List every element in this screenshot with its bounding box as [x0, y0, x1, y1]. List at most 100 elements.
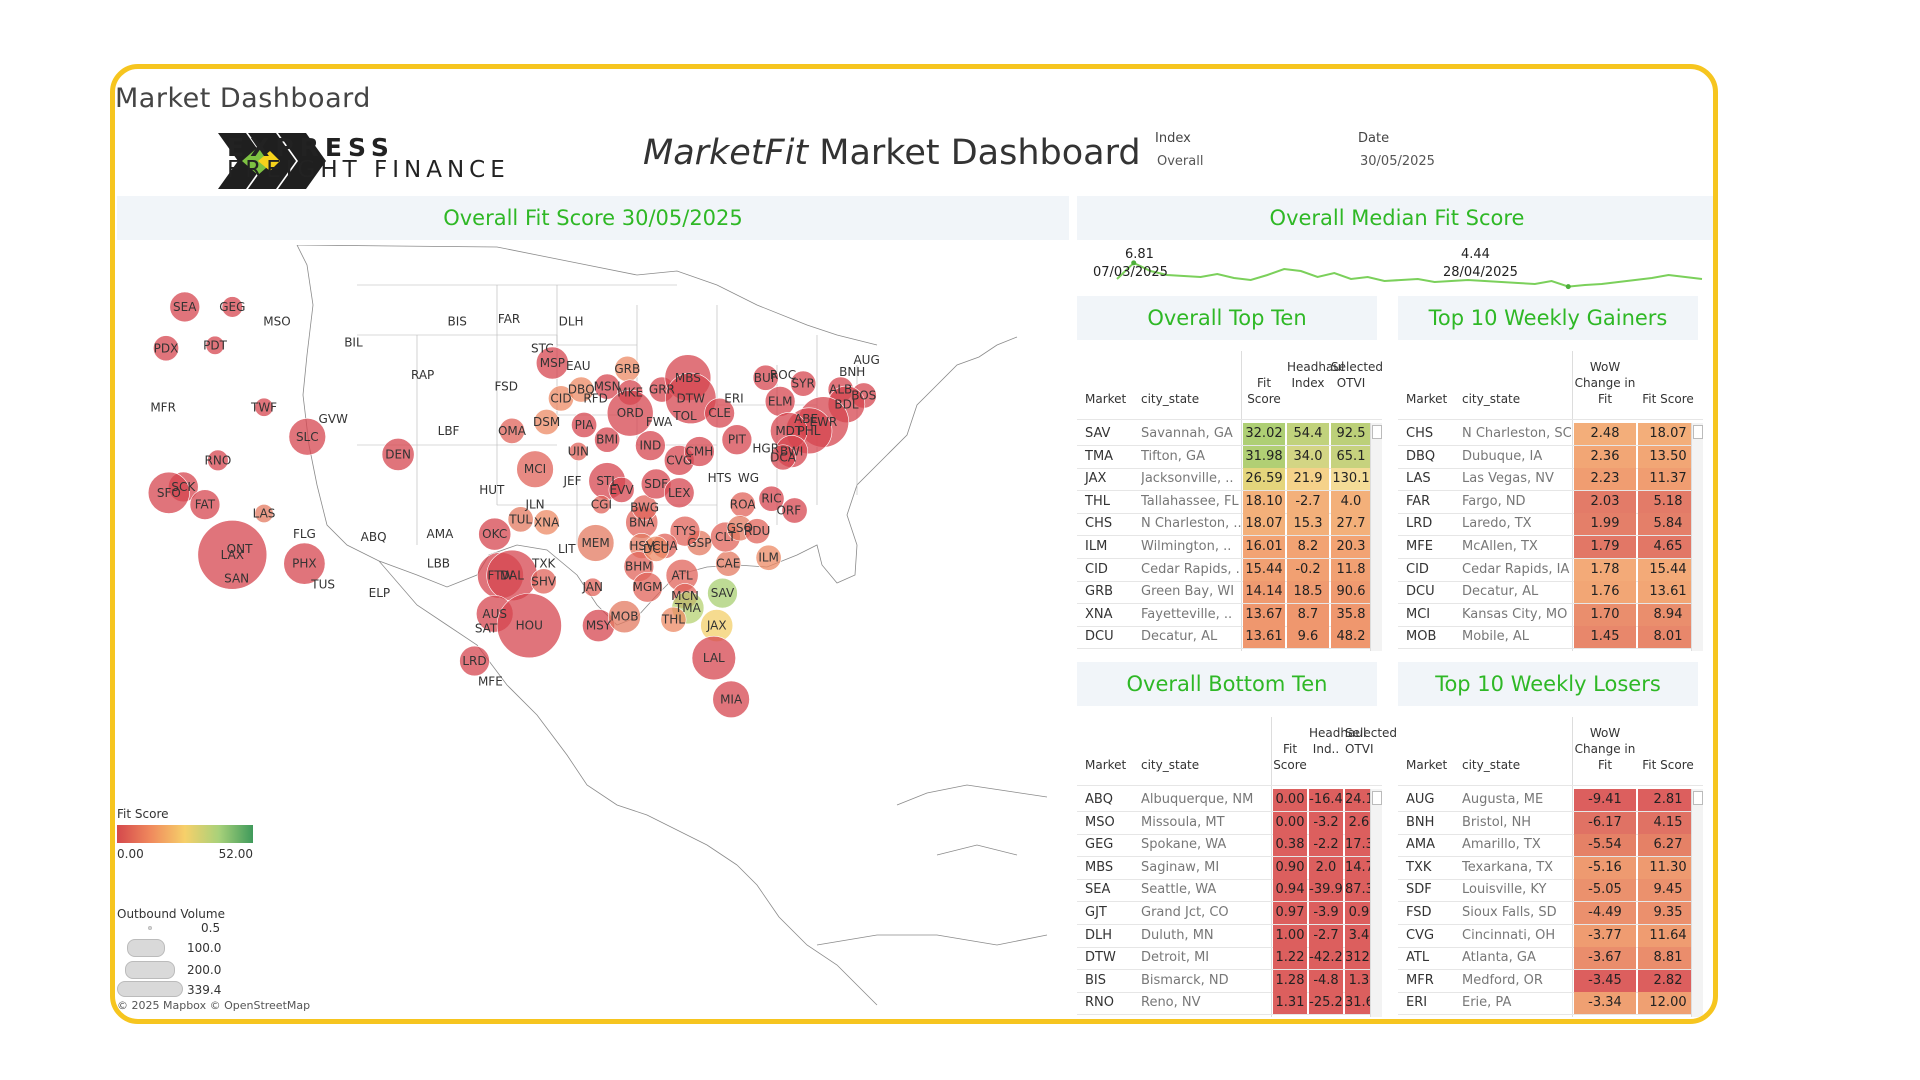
map-attribution[interactable]: © 2025 Mapbox © OpenStreetMap	[117, 999, 311, 1012]
market-bubble-uin[interactable]	[568, 442, 588, 462]
market-bubble-phx[interactable]	[283, 542, 326, 585]
table-row[interactable]: CID Cedar Rapids, .. 15.44 -0.2 11.8	[1077, 558, 1382, 582]
market-bubble-hou[interactable]	[496, 593, 562, 659]
market-bubble-pit[interactable]	[721, 424, 753, 455]
table-row[interactable]: MSO Missoula, MT 0.00 -3.2 2.6	[1077, 811, 1382, 835]
map-canvas[interactable]: SEA GEG MSO PDX PDT BIL BIS FAR DLH MFR TWF GVW RAP F…	[117, 245, 1069, 1017]
column-header[interactable]: city_state	[1462, 758, 1521, 772]
index-filter-value[interactable]: Overall	[1157, 154, 1204, 169]
table-row[interactable]: GEG Spokane, WA 0.38 -2.2 17.3	[1077, 834, 1382, 858]
market-bubble-rno[interactable]	[207, 449, 229, 472]
market-bubble-thl[interactable]	[660, 606, 687, 633]
column-header[interactable]: city_state	[1141, 392, 1200, 406]
column-header[interactable]: WoW Change in Fit	[1574, 360, 1636, 406]
table-row[interactable]: CVG Cincinnati, OH -3.77 11.64	[1398, 924, 1703, 948]
table-row[interactable]: AMA Amarillo, TX -5.54 6.27	[1398, 834, 1703, 858]
table-row[interactable]: GJT Grand Jct, CO 0.97 -3.9 0.9	[1077, 902, 1382, 925]
table-row[interactable]: GRB Green Bay, WI 14.14 18.5 90.6	[1077, 581, 1382, 605]
bottom-ten-table[interactable]: Market city_state Fit Score Headhaul Ind.. S…	[1077, 717, 1398, 1017]
market-bubble-den[interactable]	[381, 438, 415, 471]
table-row[interactable]: JAX Jacksonville, .. 26.59 21.9 130.1	[1077, 468, 1382, 492]
table-row[interactable]: MBS Saginaw, MI 0.90 2.0 14.7	[1077, 856, 1382, 880]
column-header[interactable]: Fit Score	[1247, 376, 1281, 406]
column-header[interactable]: Selected OTVI	[1345, 726, 1398, 756]
market-bubble-ind[interactable]	[635, 430, 666, 461]
scrollbar-thumb[interactable]	[1693, 425, 1703, 439]
market-bubble-dca[interactable]	[770, 444, 796, 471]
column-header[interactable]: Headhaul Ind..	[1309, 726, 1367, 756]
market-bubble-syr[interactable]	[790, 370, 817, 397]
market-bubble-msp[interactable]	[535, 346, 569, 380]
table-row[interactable]: TMA Tifton, GA 31.98 34.0 65.1	[1077, 445, 1382, 469]
table-row[interactable]: BIS Bismarck, ND 1.28 -4.8 1.3	[1077, 969, 1382, 993]
market-bubble-mci[interactable]	[516, 450, 554, 488]
date-filter[interactable]: Date 30/05/2025	[1358, 131, 1435, 169]
table-row[interactable]: BNH Bristol, NH -6.17 4.15	[1398, 811, 1703, 835]
column-header[interactable]: Fit Score	[1273, 742, 1307, 772]
market-bubble-slc[interactable]	[288, 418, 326, 456]
column-header[interactable]: Market	[1085, 392, 1127, 406]
table-row[interactable]: MFE McAllen, TX 1.79 4.65	[1398, 536, 1703, 559]
trend-start-marker[interactable]	[1131, 260, 1137, 266]
market-bubble-dbq[interactable]	[568, 376, 595, 403]
market-bubble-sea[interactable]	[169, 291, 201, 323]
table-row[interactable]: DCU Decatur, AL 1.76 13.61	[1398, 581, 1703, 605]
market-bubble-ric[interactable]	[758, 485, 785, 512]
table-row[interactable]: ATL Atlanta, GA -3.67 8.81	[1398, 947, 1703, 971]
market-bubble-mem[interactable]	[576, 524, 615, 562]
market-bubble-rdu[interactable]	[744, 518, 771, 545]
market-bubble-sfo[interactable]	[147, 471, 190, 514]
market-bubble-orf2[interactable]	[781, 497, 808, 524]
market-bubble-jan[interactable]	[583, 577, 603, 597]
table-row[interactable]: LAS Las Vegas, NV 2.23 11.37	[1398, 468, 1703, 492]
column-header[interactable]: Fit Score	[1642, 758, 1694, 772]
scrollbar-thumb[interactable]	[1372, 791, 1382, 805]
market-bubble-buf[interactable]	[752, 364, 779, 391]
market-bubble-las[interactable]	[254, 503, 274, 523]
market-bubble-ilm[interactable]	[755, 544, 782, 571]
table-row[interactable]: DTW Detroit, MI 1.22 -42.2 312.0	[1077, 947, 1382, 971]
table-row[interactable]: MOB Mobile, AL 1.45 8.01	[1398, 626, 1703, 650]
column-header[interactable]: city_state	[1141, 758, 1200, 772]
column-header[interactable]: Fit Score	[1642, 392, 1694, 406]
table-row[interactable]: RNO Reno, NV 1.31 -25.2 31.6	[1077, 992, 1382, 1016]
median-trend-line[interactable]	[1116, 261, 1703, 288]
market-bubble-lrd[interactable]	[459, 645, 490, 677]
market-bubble-dcu[interactable]	[643, 535, 670, 562]
index-filter[interactable]: Index Overall	[1155, 131, 1203, 169]
table-row[interactable]: FSD Sioux Falls, SD -4.49 9.35	[1398, 902, 1703, 925]
market-bubble-bmi[interactable]	[594, 426, 621, 453]
market-bubble-tys[interactable]	[669, 515, 701, 547]
market-bubble-cgi[interactable]	[591, 495, 611, 515]
scrollbar-thumb[interactable]	[1372, 425, 1382, 439]
median-trend-chart[interactable]	[1077, 239, 1717, 299]
market-bubble-tul[interactable]	[507, 506, 534, 533]
market-bubble-pdx[interactable]	[153, 335, 179, 362]
column-header[interactable]: Market	[1406, 758, 1448, 772]
table-row[interactable]: CHS N Charleston, .. 18.07 15.3 27.7	[1077, 513, 1382, 537]
column-header[interactable]: Selected OTVI	[1331, 360, 1384, 390]
table-row[interactable]: LRD Laredo, TX 1.99 5.84	[1398, 513, 1703, 537]
table-row[interactable]: AUG Augusta, ME -9.41 2.81	[1398, 789, 1703, 812]
table-row[interactable]: MFR Medford, OR -3.45 2.82	[1398, 969, 1703, 993]
top-ten-table[interactable]: Market city_state Fit Score Headhaul Index S…	[1077, 351, 1384, 651]
column-header[interactable]: Market	[1085, 758, 1127, 772]
market-bubble-sav[interactable]	[707, 577, 738, 609]
losers-table[interactable]: Market city_state WoW Change in Fit Fit Sco…	[1398, 717, 1703, 1017]
table-row[interactable]: DLH Duluth, MN 1.00 -2.7 3.4	[1077, 924, 1382, 948]
table-row[interactable]: CHS N Charleston, SC 2.48 18.07	[1398, 423, 1703, 446]
market-bubble-mgm[interactable]	[632, 571, 663, 603]
market-bubble-ord[interactable]	[606, 389, 654, 437]
market-bubble-pdt[interactable]	[205, 335, 225, 355]
table-scrollbar[interactable]	[1691, 789, 1703, 1017]
market-bubble-xna[interactable]	[533, 509, 560, 536]
column-header[interactable]: WoW Change in Fit	[1574, 726, 1636, 772]
market-bubble-geg[interactable]	[221, 296, 243, 318]
table-row[interactable]: THL Tallahassee, FL 18.10 -2.7 4.0	[1077, 490, 1382, 514]
market-bubble-cle[interactable]	[704, 397, 735, 429]
market-bubble-pia[interactable]	[571, 412, 598, 438]
fit-score-map[interactable]: SEA GEG MSO PDX PDT BIL BIS FAR DLH MFR TWF GVW RAP F…	[117, 245, 1069, 1017]
scrollbar-thumb[interactable]	[1693, 791, 1703, 805]
market-bubble-fat[interactable]	[189, 489, 221, 520]
table-scrollbar[interactable]	[1691, 423, 1703, 651]
